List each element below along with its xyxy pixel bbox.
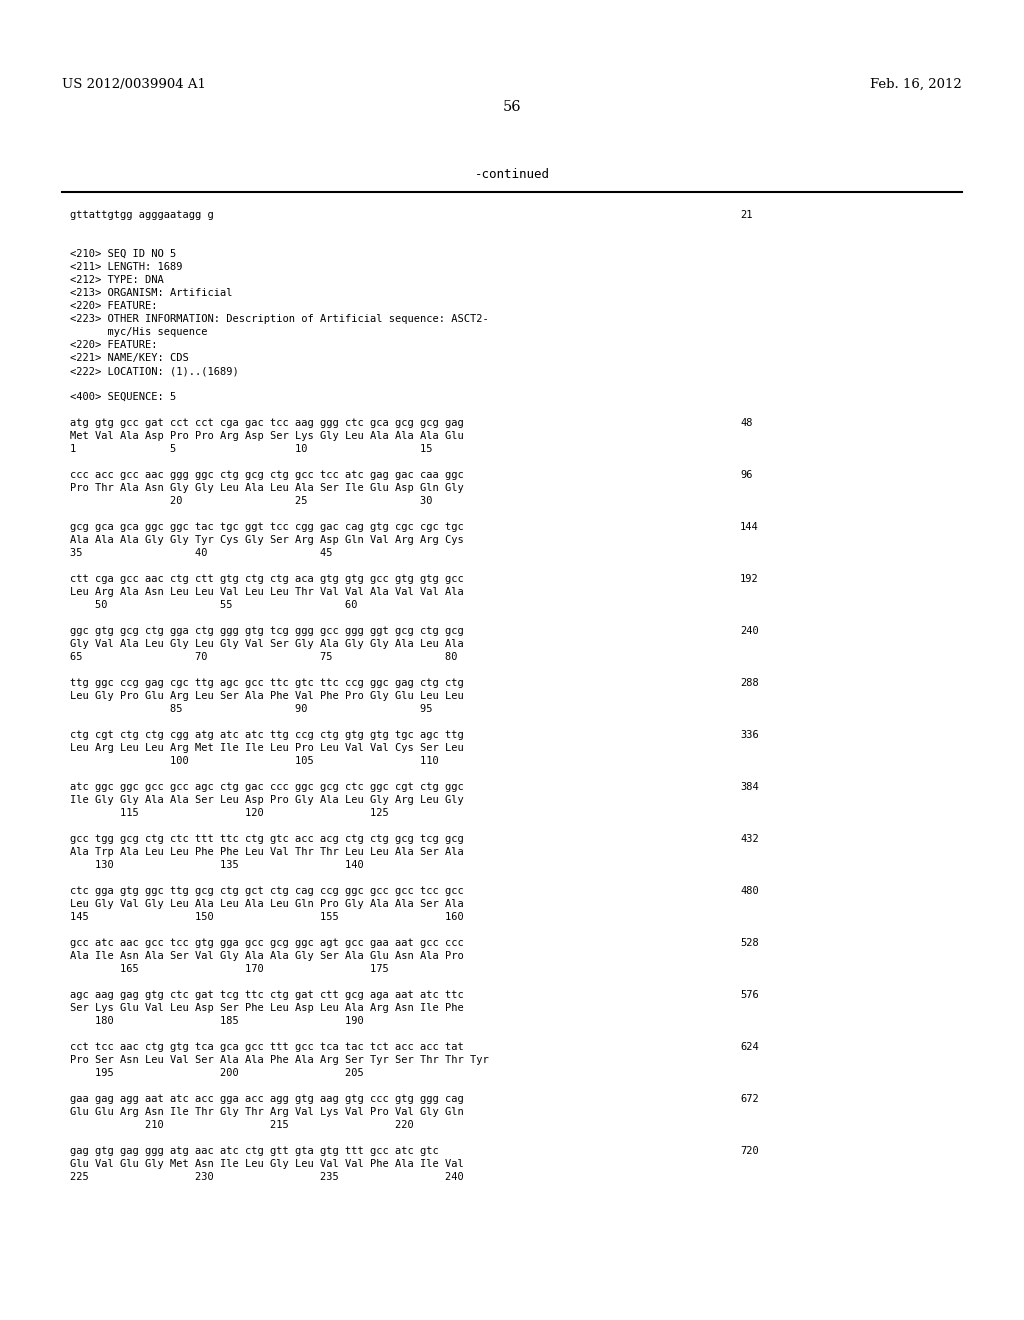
Text: gag gtg gag ggg atg aac atc ctg gtt gta gtg ttt gcc atc gtc: gag gtg gag ggg atg aac atc ctg gtt gta … (70, 1146, 438, 1156)
Text: 100                 105                 110: 100 105 110 (70, 756, 438, 766)
Text: 336: 336 (740, 730, 759, 741)
Text: -continued: -continued (474, 168, 550, 181)
Text: US 2012/0039904 A1: US 2012/0039904 A1 (62, 78, 206, 91)
Text: 384: 384 (740, 781, 759, 792)
Text: 180                 185                 190: 180 185 190 (70, 1016, 364, 1026)
Text: 85                  90                  95: 85 90 95 (70, 704, 432, 714)
Text: agc aag gag gtg ctc gat tcg ttc ctg gat ctt gcg aga aat atc ttc: agc aag gag gtg ctc gat tcg ttc ctg gat … (70, 990, 464, 1001)
Text: <220> FEATURE:: <220> FEATURE: (70, 341, 158, 350)
Text: 288: 288 (740, 678, 759, 688)
Text: 576: 576 (740, 990, 759, 1001)
Text: 20                  25                  30: 20 25 30 (70, 496, 432, 506)
Text: <212> TYPE: DNA: <212> TYPE: DNA (70, 275, 164, 285)
Text: Pro Ser Asn Leu Val Ser Ala Ala Phe Ala Arg Ser Tyr Ser Thr Thr Tyr: Pro Ser Asn Leu Val Ser Ala Ala Phe Ala … (70, 1055, 488, 1065)
Text: gaa gag agg aat atc acc gga acc agg gtg aag gtg ccc gtg ggg cag: gaa gag agg aat atc acc gga acc agg gtg … (70, 1094, 464, 1104)
Text: ctg cgt ctg ctg cgg atg atc atc ttg ccg ctg gtg gtg tgc agc ttg: ctg cgt ctg ctg cgg atg atc atc ttg ccg … (70, 730, 464, 741)
Text: Leu Gly Pro Glu Arg Leu Ser Ala Phe Val Phe Pro Gly Glu Leu Leu: Leu Gly Pro Glu Arg Leu Ser Ala Phe Val … (70, 690, 464, 701)
Text: <213> ORGANISM: Artificial: <213> ORGANISM: Artificial (70, 288, 232, 298)
Text: <223> OTHER INFORMATION: Description of Artificial sequence: ASCT2-: <223> OTHER INFORMATION: Description of … (70, 314, 488, 323)
Text: 480: 480 (740, 886, 759, 896)
Text: 96: 96 (740, 470, 753, 480)
Text: cct tcc aac ctg gtg tca gca gcc ttt gcc tca tac tct acc acc tat: cct tcc aac ctg gtg tca gca gcc ttt gcc … (70, 1041, 464, 1052)
Text: 720: 720 (740, 1146, 759, 1156)
Text: 56: 56 (503, 100, 521, 114)
Text: 1               5                   10                  15: 1 5 10 15 (70, 444, 432, 454)
Text: 130                 135                 140: 130 135 140 (70, 861, 364, 870)
Text: Pro Thr Ala Asn Gly Gly Leu Ala Leu Ala Ser Ile Glu Asp Gln Gly: Pro Thr Ala Asn Gly Gly Leu Ala Leu Ala … (70, 483, 464, 492)
Text: Ala Trp Ala Leu Leu Phe Phe Leu Val Thr Thr Leu Leu Ala Ser Ala: Ala Trp Ala Leu Leu Phe Phe Leu Val Thr … (70, 847, 464, 857)
Text: gcg gca gca ggc ggc tac tgc ggt tcc cgg gac cag gtg cgc cgc tgc: gcg gca gca ggc ggc tac tgc ggt tcc cgg … (70, 521, 464, 532)
Text: <211> LENGTH: 1689: <211> LENGTH: 1689 (70, 261, 182, 272)
Text: ctc gga gtg ggc ttg gcg ctg gct ctg cag ccg ggc gcc gcc tcc gcc: ctc gga gtg ggc ttg gcg ctg gct ctg cag … (70, 886, 464, 896)
Text: <221> NAME/KEY: CDS: <221> NAME/KEY: CDS (70, 352, 188, 363)
Text: <220> FEATURE:: <220> FEATURE: (70, 301, 158, 312)
Text: Glu Val Glu Gly Met Asn Ile Leu Gly Leu Val Val Phe Ala Ile Val: Glu Val Glu Gly Met Asn Ile Leu Gly Leu … (70, 1159, 464, 1170)
Text: Gly Val Ala Leu Gly Leu Gly Val Ser Gly Ala Gly Gly Ala Leu Ala: Gly Val Ala Leu Gly Leu Gly Val Ser Gly … (70, 639, 464, 649)
Text: Ala Ala Ala Gly Gly Tyr Cys Gly Ser Arg Asp Gln Val Arg Arg Cys: Ala Ala Ala Gly Gly Tyr Cys Gly Ser Arg … (70, 535, 464, 545)
Text: ttg ggc ccg gag cgc ttg agc gcc ttc gtc ttc ccg ggc gag ctg ctg: ttg ggc ccg gag cgc ttg agc gcc ttc gtc … (70, 678, 464, 688)
Text: atg gtg gcc gat cct cct cga gac tcc aag ggg ctc gca gcg gcg gag: atg gtg gcc gat cct cct cga gac tcc aag … (70, 418, 464, 428)
Text: 115                 120                 125: 115 120 125 (70, 808, 389, 818)
Text: 672: 672 (740, 1094, 759, 1104)
Text: ggc gtg gcg ctg gga ctg ggg gtg tcg ggg gcc ggg ggt gcg ctg gcg: ggc gtg gcg ctg gga ctg ggg gtg tcg ggg … (70, 626, 464, 636)
Text: 165                 170                 175: 165 170 175 (70, 964, 389, 974)
Text: 240: 240 (740, 626, 759, 636)
Text: Ile Gly Gly Ala Ala Ser Leu Asp Pro Gly Ala Leu Gly Arg Leu Gly: Ile Gly Gly Ala Ala Ser Leu Asp Pro Gly … (70, 795, 464, 805)
Text: 432: 432 (740, 834, 759, 843)
Text: Leu Arg Leu Leu Arg Met Ile Ile Leu Pro Leu Val Val Cys Ser Leu: Leu Arg Leu Leu Arg Met Ile Ile Leu Pro … (70, 743, 464, 752)
Text: 21: 21 (740, 210, 753, 220)
Text: 192: 192 (740, 574, 759, 583)
Text: <222> LOCATION: (1)..(1689): <222> LOCATION: (1)..(1689) (70, 366, 239, 376)
Text: Glu Glu Arg Asn Ile Thr Gly Thr Arg Val Lys Val Pro Val Gly Gln: Glu Glu Arg Asn Ile Thr Gly Thr Arg Val … (70, 1107, 464, 1117)
Text: 195                 200                 205: 195 200 205 (70, 1068, 364, 1078)
Text: myc/His sequence: myc/His sequence (70, 327, 208, 337)
Text: Ala Ile Asn Ala Ser Val Gly Ala Ala Gly Ser Ala Glu Asn Ala Pro: Ala Ile Asn Ala Ser Val Gly Ala Ala Gly … (70, 950, 464, 961)
Text: ccc acc gcc aac ggg ggc ctg gcg ctg gcc tcc atc gag gac caa ggc: ccc acc gcc aac ggg ggc ctg gcg ctg gcc … (70, 470, 464, 480)
Text: Feb. 16, 2012: Feb. 16, 2012 (870, 78, 962, 91)
Text: Met Val Ala Asp Pro Pro Arg Asp Ser Lys Gly Leu Ala Ala Ala Glu: Met Val Ala Asp Pro Pro Arg Asp Ser Lys … (70, 432, 464, 441)
Text: 144: 144 (740, 521, 759, 532)
Text: 624: 624 (740, 1041, 759, 1052)
Text: 35                  40                  45: 35 40 45 (70, 548, 333, 558)
Text: <210> SEQ ID NO 5: <210> SEQ ID NO 5 (70, 249, 176, 259)
Text: 528: 528 (740, 939, 759, 948)
Text: 145                 150                 155                 160: 145 150 155 160 (70, 912, 464, 921)
Text: 65                  70                  75                  80: 65 70 75 80 (70, 652, 458, 663)
Text: gcc atc aac gcc tcc gtg gga gcc gcg ggc agt gcc gaa aat gcc ccc: gcc atc aac gcc tcc gtg gga gcc gcg ggc … (70, 939, 464, 948)
Text: Leu Arg Ala Asn Leu Leu Val Leu Leu Thr Val Val Ala Val Val Ala: Leu Arg Ala Asn Leu Leu Val Leu Leu Thr … (70, 587, 464, 597)
Text: gcc tgg gcg ctg ctc ttt ttc ctg gtc acc acg ctg ctg gcg tcg gcg: gcc tgg gcg ctg ctc ttt ttc ctg gtc acc … (70, 834, 464, 843)
Text: 225                 230                 235                 240: 225 230 235 240 (70, 1172, 464, 1181)
Text: 48: 48 (740, 418, 753, 428)
Text: gttattgtgg agggaatagg g: gttattgtgg agggaatagg g (70, 210, 214, 220)
Text: Leu Gly Val Gly Leu Ala Leu Ala Leu Gln Pro Gly Ala Ala Ser Ala: Leu Gly Val Gly Leu Ala Leu Ala Leu Gln … (70, 899, 464, 909)
Text: <400> SEQUENCE: 5: <400> SEQUENCE: 5 (70, 392, 176, 403)
Text: Ser Lys Glu Val Leu Asp Ser Phe Leu Asp Leu Ala Arg Asn Ile Phe: Ser Lys Glu Val Leu Asp Ser Phe Leu Asp … (70, 1003, 464, 1012)
Text: 210                 215                 220: 210 215 220 (70, 1119, 414, 1130)
Text: ctt cga gcc aac ctg ctt gtg ctg ctg aca gtg gtg gcc gtg gtg gcc: ctt cga gcc aac ctg ctt gtg ctg ctg aca … (70, 574, 464, 583)
Text: 50                  55                  60: 50 55 60 (70, 601, 357, 610)
Text: atc ggc ggc gcc gcc agc ctg gac ccc ggc gcg ctc ggc cgt ctg ggc: atc ggc ggc gcc gcc agc ctg gac ccc ggc … (70, 781, 464, 792)
